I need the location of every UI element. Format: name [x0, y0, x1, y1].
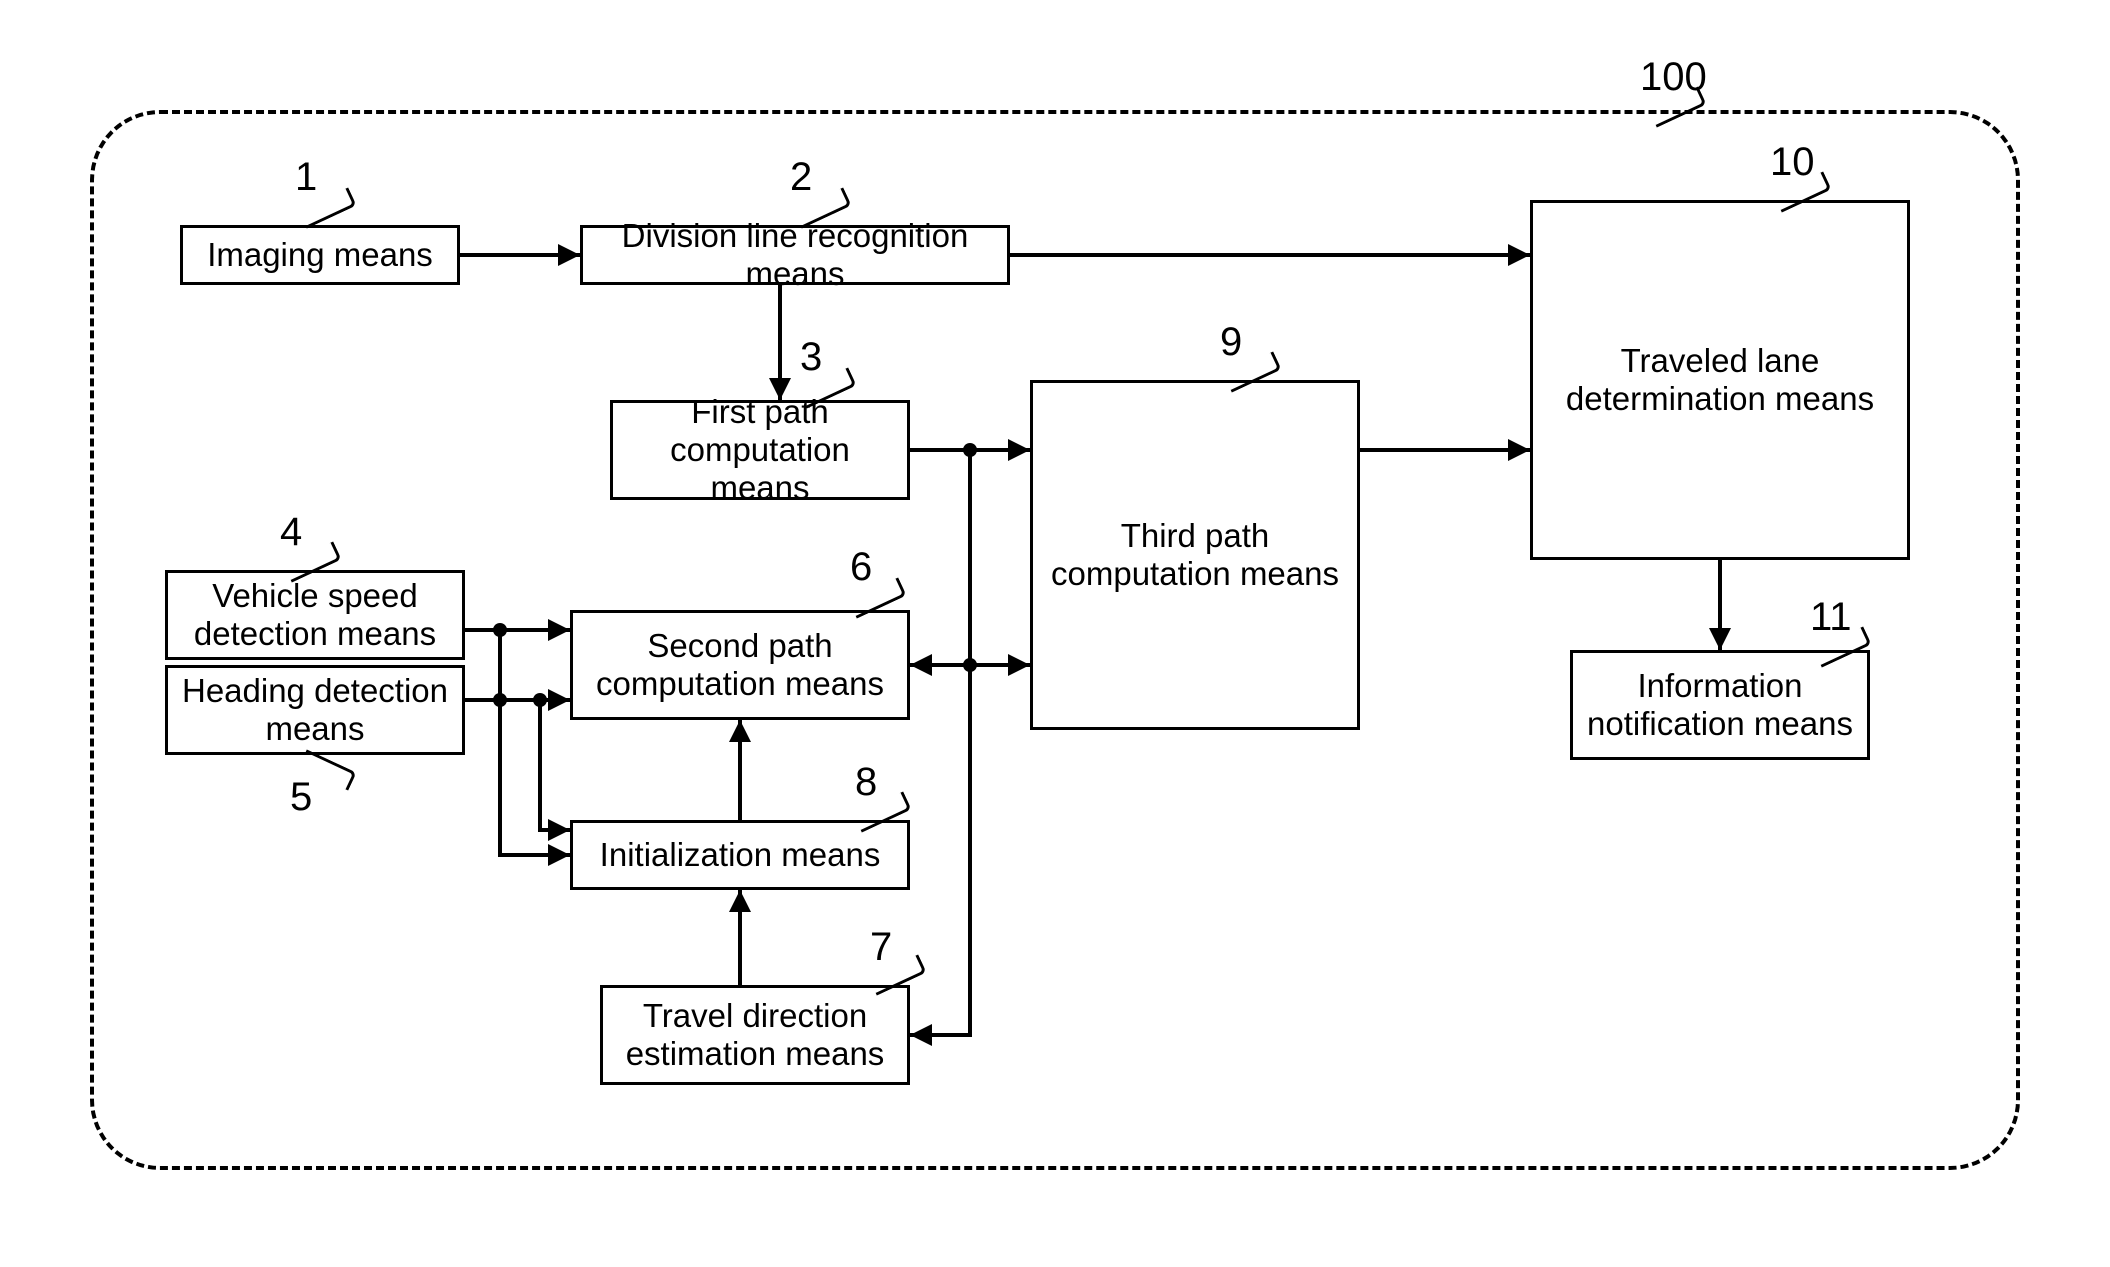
ref-num-2: 2 [790, 155, 812, 200]
node-label: Heading detectionmeans [182, 672, 448, 748]
node-label: Imaging means [207, 236, 433, 274]
node-second-path: Second pathcomputation means [570, 610, 910, 720]
node-first-path: First pathcomputation means [610, 400, 910, 500]
node-initialization: Travel directionestimation means [600, 985, 910, 1085]
node-label: Third pathcomputation means [1051, 517, 1339, 593]
ref-num-6: 6 [850, 545, 872, 590]
node-label: First pathcomputation means [621, 393, 899, 507]
ref-num-7: 7 [870, 925, 892, 970]
node-division-line: Division line recognition means [580, 225, 1010, 285]
ref-num-3: 3 [800, 335, 822, 380]
ref-num-1: 1 [295, 155, 317, 200]
ref-num-5: 5 [290, 775, 312, 820]
node-heading-detection: Heading detectionmeans [165, 665, 465, 755]
node-label: Second pathcomputation means [596, 627, 884, 703]
ref-num-8: 8 [855, 760, 877, 805]
node-travel-direction: Initialization means [570, 820, 910, 890]
node-third-path: Third pathcomputation means [1030, 380, 1360, 730]
node-label: Division line recognition means [591, 217, 999, 293]
node-label: Initialization means [600, 836, 881, 874]
node-imaging-means: Imaging means [180, 225, 460, 285]
ref-num-9: 9 [1220, 320, 1242, 365]
node-label: Travel directionestimation means [626, 997, 885, 1073]
node-traveled-lane: Traveled lanedetermination means [1530, 200, 1910, 560]
node-vehicle-speed: Vehicle speeddetection means [165, 570, 465, 660]
node-label: Informationnotification means [1587, 667, 1853, 743]
ref-num-4: 4 [280, 510, 302, 555]
node-label: Traveled lanedetermination means [1566, 342, 1874, 418]
node-info-notification: Informationnotification means [1570, 650, 1870, 760]
node-label: Vehicle speeddetection means [194, 577, 436, 653]
diagram-canvas: Imaging means Division line recognition … [0, 0, 2110, 1267]
